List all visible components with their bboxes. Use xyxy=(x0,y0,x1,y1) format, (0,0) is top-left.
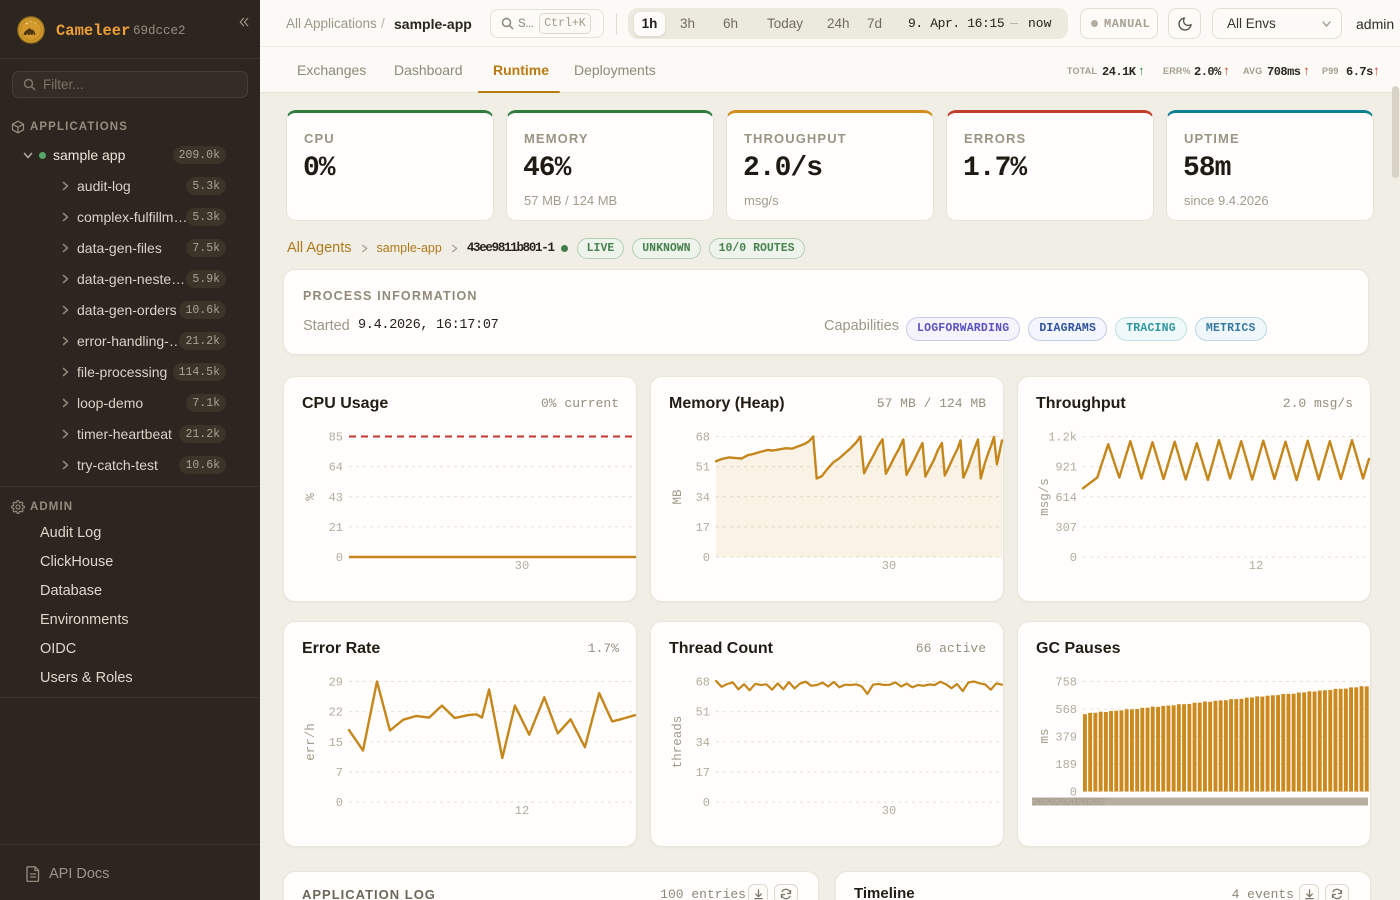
svg-text:17: 17 xyxy=(696,766,710,780)
svg-text:22: 22 xyxy=(329,706,343,720)
svg-text:15: 15 xyxy=(329,736,343,750)
svg-text:189: 189 xyxy=(1055,758,1077,772)
svg-text:307: 307 xyxy=(1055,521,1077,535)
svg-text:err/h: err/h xyxy=(304,723,318,761)
svg-text:0: 0 xyxy=(336,551,343,565)
svg-text:68: 68 xyxy=(696,676,710,690)
svg-text:379: 379 xyxy=(1055,731,1077,745)
svg-text:921: 921 xyxy=(1055,461,1077,475)
svg-text:85: 85 xyxy=(329,431,343,445)
svg-text:0: 0 xyxy=(1070,786,1077,800)
svg-text:1.2k: 1.2k xyxy=(1048,431,1077,445)
svg-text:30: 30 xyxy=(515,559,529,573)
svg-text:0: 0 xyxy=(703,796,710,810)
svg-text:758: 758 xyxy=(1055,676,1077,690)
svg-text:threads: threads xyxy=(671,716,685,769)
svg-text:614: 614 xyxy=(1055,491,1077,505)
svg-text:64: 64 xyxy=(329,461,343,475)
svg-text:29: 29 xyxy=(329,676,343,690)
svg-text:0: 0 xyxy=(1070,551,1077,565)
svg-text:7: 7 xyxy=(336,766,343,780)
svg-text:43: 43 xyxy=(329,491,343,505)
svg-text:MB: MB xyxy=(671,489,685,505)
svg-text:51: 51 xyxy=(696,706,710,720)
svg-text:34: 34 xyxy=(696,736,710,750)
svg-text:2020202020202: 2020202020202 xyxy=(1032,798,1105,810)
svg-text:30: 30 xyxy=(882,804,896,818)
svg-text:51: 51 xyxy=(696,461,710,475)
svg-text:12: 12 xyxy=(515,804,529,818)
svg-text:0: 0 xyxy=(703,551,710,565)
svg-text:0: 0 xyxy=(336,796,343,810)
svg-text:21: 21 xyxy=(329,521,343,535)
svg-text:ms: ms xyxy=(1038,728,1052,743)
svg-text:568: 568 xyxy=(1055,703,1077,717)
svg-text:msg/s: msg/s xyxy=(1038,478,1052,516)
svg-text:%: % xyxy=(304,493,318,501)
svg-text:17: 17 xyxy=(696,521,710,535)
svg-text:30: 30 xyxy=(882,559,896,573)
svg-text:12: 12 xyxy=(1249,559,1263,573)
svg-text:34: 34 xyxy=(696,491,710,505)
svg-text:68: 68 xyxy=(696,431,710,445)
